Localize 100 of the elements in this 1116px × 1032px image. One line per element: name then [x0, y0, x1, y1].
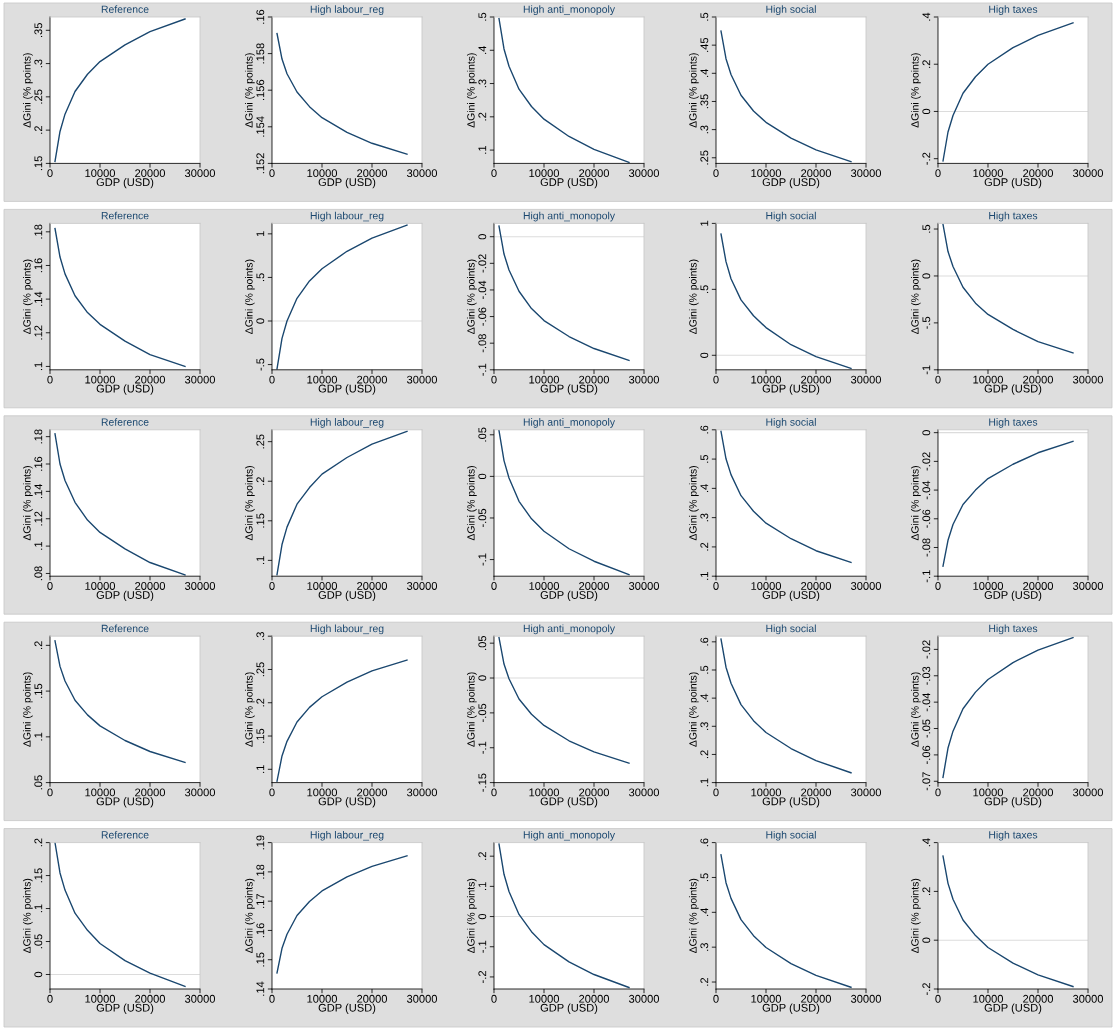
y-tick-label: .4	[700, 484, 709, 492]
y-tick-label: .14	[256, 981, 265, 996]
y-tick-label: 0	[256, 318, 265, 324]
x-axis-title: GDP (USD)	[318, 384, 376, 395]
y-tick-label: .4	[922, 12, 931, 21]
y-axis-title: ΔGini (% points)	[910, 466, 921, 541]
y-axis-title: ΔGini (% points)	[22, 878, 33, 954]
x-tick-label: 10000	[85, 582, 116, 590]
x-tick-label: 10000	[307, 994, 338, 1003]
x-tick-label: 10000	[85, 375, 116, 384]
y-tick-label: .3	[700, 513, 709, 522]
y-tick-label: .1	[700, 572, 709, 580]
line-series	[942, 855, 1074, 988]
y-tick-label: -1	[922, 365, 931, 375]
y-axis-title: ΔGini (% points)	[910, 672, 921, 747]
x-axis-title: GDP (USD)	[540, 1003, 598, 1014]
x-tick-label: 10000	[751, 169, 782, 178]
y-tick-label: .5	[700, 285, 709, 293]
y-tick-label: 0	[700, 352, 709, 358]
x-tick-label: 20000	[801, 169, 832, 178]
x-tick-label: 30000	[184, 788, 216, 797]
y-tick-label: .154	[256, 116, 265, 137]
y-tick-label: .1	[34, 362, 43, 371]
x-axis-title: GDP (USD)	[984, 1003, 1042, 1014]
x-tick-label: 20000	[801, 582, 832, 590]
x-tick-label: 10000	[307, 169, 338, 178]
y-tick-label: .1	[256, 765, 265, 773]
y-axis-title: ΔGini (% points)	[688, 878, 699, 954]
y-axis-title: ΔGini (% points)	[466, 466, 477, 541]
y-tick-label: .1	[34, 542, 43, 550]
y-tick-label: -.1	[922, 570, 931, 583]
line-series	[720, 430, 852, 564]
y-tick-label: .158	[256, 43, 265, 64]
x-tick-label: 10000	[529, 788, 560, 797]
y-tick-label: .4	[700, 69, 709, 77]
y-tick-label: .2	[256, 698, 265, 707]
line-series	[276, 430, 408, 576]
x-tick-label: 20000	[135, 169, 166, 178]
line-series	[720, 638, 852, 774]
x-axis-title: GDP (USD)	[318, 797, 376, 808]
x-tick-label: 0	[713, 788, 719, 797]
y-tick-label: .2	[478, 112, 487, 121]
x-tick-label: 0	[935, 788, 941, 797]
x-tick-label: 0	[935, 582, 941, 590]
x-tick-label: 30000	[406, 994, 438, 1003]
y-tick-label: 0	[478, 675, 487, 681]
y-tick-label: .05	[34, 775, 43, 790]
chart-title: Reference	[101, 624, 149, 633]
y-tick-label: 1	[256, 231, 265, 237]
y-axis-title: ΔGini (% points)	[910, 878, 921, 954]
line-series	[498, 636, 630, 764]
x-tick-label: 0	[491, 788, 497, 797]
chart-title: High labour_reg	[310, 418, 384, 428]
y-tick-label: -.02	[478, 254, 487, 273]
line-series	[54, 842, 186, 988]
x-tick-label: 30000	[1072, 375, 1104, 384]
y-tick-label: -.04	[478, 280, 487, 300]
y-tick-label: -.05	[922, 719, 931, 738]
y-tick-label: .05	[478, 635, 487, 650]
y-tick-label: .15	[34, 683, 43, 698]
chart-title: Reference	[101, 211, 149, 220]
line-series	[942, 223, 1074, 354]
line-series	[720, 854, 852, 988]
chart-title: High labour_reg	[310, 211, 384, 222]
x-axis-title: GDP (USD)	[96, 797, 154, 808]
y-axis-title: ΔGini (% points)	[910, 259, 921, 334]
y-tick-label: .6	[700, 838, 709, 847]
chart-title: High anti_monopoly	[523, 5, 616, 15]
chart-title: High anti_monopoly	[523, 211, 616, 222]
y-tick-label: .2	[700, 977, 709, 986]
x-tick-label: 20000	[801, 788, 832, 797]
y-axis-title: ΔGini (% points)	[910, 53, 921, 128]
chart-title: High taxes	[989, 211, 1038, 222]
x-tick-label: 0	[935, 994, 941, 1003]
x-tick-label: 20000	[1023, 788, 1054, 797]
x-axis-title: GDP (USD)	[762, 177, 820, 189]
x-tick-label: 30000	[184, 582, 216, 590]
y-tick-label: -.06	[922, 509, 931, 528]
y-tick-label: .3	[256, 632, 265, 640]
chart-title: High taxes	[989, 5, 1038, 15]
line-series	[276, 659, 408, 782]
line-series	[54, 18, 186, 163]
y-axis-title: ΔGini (% points)	[244, 259, 255, 334]
line-series	[498, 225, 630, 362]
y-axis-title: ΔGini (% points)	[688, 53, 699, 128]
x-tick-label: 20000	[357, 788, 388, 797]
x-tick-label: 20000	[135, 375, 166, 384]
chart-title: High anti_monopoly	[523, 830, 616, 841]
y-tick-label: .5	[700, 665, 709, 674]
y-tick-label: .17	[256, 893, 265, 908]
x-tick-label: 10000	[529, 169, 560, 178]
y-tick-label: .2	[922, 60, 931, 68]
chart-title: High labour_reg	[310, 830, 384, 841]
y-tick-label: .35	[34, 23, 43, 38]
y-tick-label: .5	[256, 273, 265, 282]
x-tick-label: 30000	[628, 375, 660, 384]
y-tick-label: .15	[34, 868, 43, 883]
y-tick-label: .15	[256, 513, 265, 528]
x-tick-label: 30000	[406, 582, 438, 590]
y-tick-label: .2	[478, 852, 487, 860]
